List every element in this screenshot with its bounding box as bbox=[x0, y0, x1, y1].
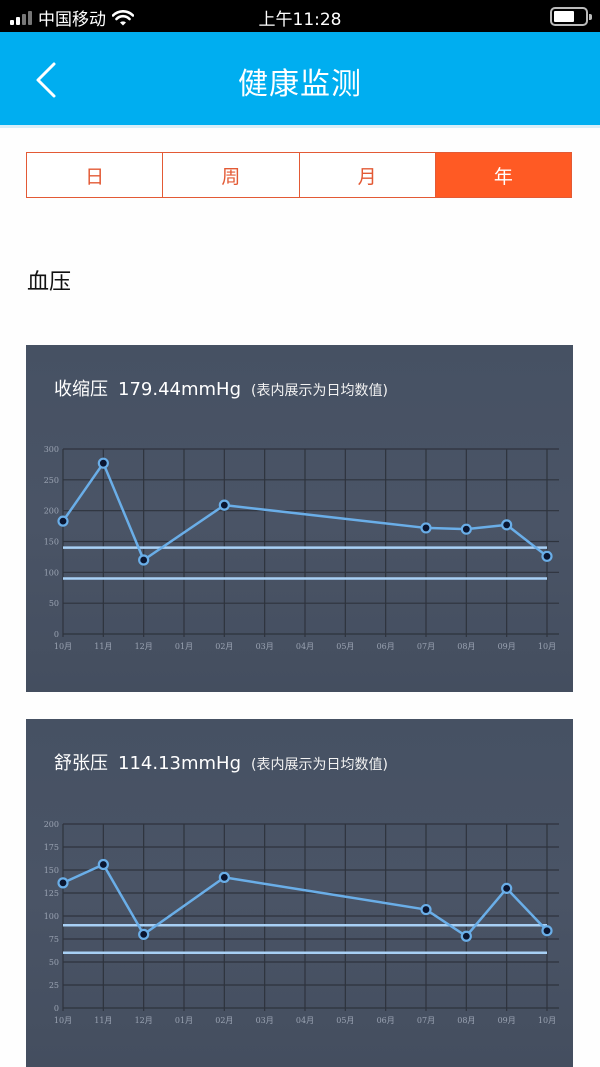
y-tick-label: 0 bbox=[54, 630, 59, 639]
data-point[interactable] bbox=[420, 522, 432, 534]
period-segmented-control: 日 周 月 年 bbox=[26, 152, 572, 198]
y-tick-label: 75 bbox=[49, 935, 59, 944]
data-point[interactable] bbox=[97, 457, 109, 469]
data-point[interactable] bbox=[541, 550, 553, 562]
section-title: 血压 bbox=[27, 270, 72, 295]
card-value: 179.44mmHg bbox=[118, 379, 242, 400]
chevron-left-icon bbox=[36, 62, 56, 98]
y-tick-label: 200 bbox=[44, 820, 59, 829]
signal-icon bbox=[10, 10, 32, 25]
x-tick-label: 05月 bbox=[336, 642, 354, 651]
data-point[interactable] bbox=[218, 871, 230, 883]
x-tick-label: 03月 bbox=[256, 642, 274, 651]
y-tick-label: 300 bbox=[44, 445, 59, 454]
battery-icon bbox=[550, 7, 592, 26]
x-tick-label: 07月 bbox=[417, 642, 435, 651]
x-tick-label: 06月 bbox=[377, 1016, 395, 1025]
x-tick-label: 12月 bbox=[135, 1016, 153, 1025]
data-point[interactable] bbox=[501, 882, 513, 894]
x-tick-label: 10月 bbox=[538, 642, 556, 651]
x-tick-label: 11月 bbox=[94, 1016, 112, 1025]
wifi-icon bbox=[112, 9, 134, 25]
y-tick-label: 100 bbox=[44, 912, 59, 921]
nav-bar: 健康监测 bbox=[0, 32, 600, 125]
y-tick-label: 50 bbox=[49, 958, 59, 967]
back-button[interactable] bbox=[30, 58, 70, 102]
y-tick-label: 175 bbox=[44, 843, 59, 852]
data-point[interactable] bbox=[460, 930, 472, 942]
card-header: 舒张压 114.13mmHg (表内展示为日均数值) bbox=[54, 749, 388, 775]
y-tick-label: 250 bbox=[44, 476, 59, 485]
data-point[interactable] bbox=[541, 925, 553, 937]
x-tick-label: 03月 bbox=[256, 1016, 274, 1025]
y-tick-label: 100 bbox=[44, 568, 59, 577]
card-header: 收缩压 179.44mmHg (表内展示为日均数值) bbox=[54, 375, 388, 401]
x-tick-label: 02月 bbox=[215, 1016, 233, 1025]
series-line bbox=[61, 461, 548, 562]
carrier-name: 中国移动 bbox=[38, 10, 106, 30]
data-point[interactable] bbox=[460, 523, 472, 535]
data-point[interactable] bbox=[138, 554, 150, 566]
x-tick-label: 01月 bbox=[175, 1016, 193, 1025]
data-point[interactable] bbox=[138, 928, 150, 940]
x-tick-label: 02月 bbox=[215, 642, 233, 651]
x-tick-label: 09月 bbox=[498, 642, 516, 651]
x-tick-label: 05月 bbox=[336, 1016, 354, 1025]
y-tick-label: 25 bbox=[49, 981, 59, 990]
x-tick-label: 10月 bbox=[54, 1016, 72, 1025]
x-tick-label: 04月 bbox=[296, 642, 314, 651]
tab-day[interactable]: 日 bbox=[27, 153, 164, 197]
y-tick-label: 200 bbox=[44, 507, 59, 516]
card-note: (表内展示为日均数值) bbox=[251, 383, 388, 399]
tab-week[interactable]: 周 bbox=[163, 153, 300, 197]
x-tick-label: 10月 bbox=[54, 642, 72, 651]
page-title: 健康监测 bbox=[238, 67, 362, 102]
x-tick-label: 12月 bbox=[135, 642, 153, 651]
status-time: 上午11:28 bbox=[258, 10, 342, 30]
systolic-chart-card: 0 50 100 150 200 250 300 10月 11月 12月 01月 02月 03月 04月 0… bbox=[26, 345, 573, 692]
tab-year[interactable]: 年 bbox=[435, 153, 571, 197]
data-point[interactable] bbox=[57, 515, 69, 527]
y-tick-label: 0 bbox=[54, 1004, 59, 1013]
card-label: 收缩压 bbox=[54, 379, 108, 400]
x-tick-label: 11月 bbox=[94, 642, 112, 651]
data-point[interactable] bbox=[420, 903, 432, 916]
x-tick-label: 08月 bbox=[457, 642, 475, 651]
x-tick-label: 10月 bbox=[538, 1016, 556, 1025]
y-tick-label: 150 bbox=[44, 866, 59, 875]
y-tick-label: 125 bbox=[44, 889, 59, 898]
x-tick-label: 07月 bbox=[417, 1016, 435, 1025]
x-tick-label: 08月 bbox=[457, 1016, 475, 1025]
y-tick-label: 150 bbox=[44, 538, 59, 547]
status-bar: 中国移动 上午11:28 bbox=[0, 0, 600, 32]
diastolic-line-chart: 0 25 50 75 100 125 150 175 200 10月 11月 12月 01月 02月 03月… bbox=[44, 820, 559, 1025]
data-point[interactable] bbox=[501, 519, 513, 531]
x-tick-label: 04月 bbox=[296, 1016, 314, 1025]
x-tick-label: 06月 bbox=[377, 642, 395, 651]
card-label: 舒张压 bbox=[54, 753, 108, 774]
x-tick-label: 09月 bbox=[498, 1016, 516, 1025]
tab-month[interactable]: 月 bbox=[299, 153, 436, 197]
data-point[interactable] bbox=[97, 858, 109, 871]
status-left: 中国移动 bbox=[10, 5, 134, 30]
y-tick-label: 50 bbox=[49, 599, 59, 608]
card-value: 114.13mmHg bbox=[118, 753, 242, 774]
series-line bbox=[62, 863, 548, 938]
nav-divider bbox=[0, 125, 600, 128]
data-point[interactable] bbox=[57, 877, 69, 889]
diastolic-chart-card: 0 25 50 75 100 125 150 175 200 10月 11月 12月 01月 02月 03月… bbox=[26, 719, 573, 1067]
data-point[interactable] bbox=[218, 499, 230, 511]
systolic-line-chart: 0 50 100 150 200 250 300 10月 11月 12月 01月 02月 03月 04月 0… bbox=[44, 445, 559, 651]
x-tick-label: 01月 bbox=[175, 642, 193, 651]
card-note: (表内展示为日均数值) bbox=[251, 757, 388, 773]
